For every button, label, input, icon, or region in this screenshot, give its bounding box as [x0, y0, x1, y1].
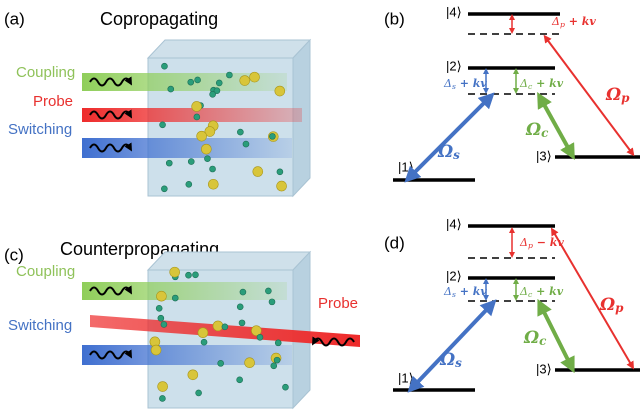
atom — [257, 334, 263, 340]
rabi-label: Ωc — [523, 328, 547, 349]
atom — [156, 305, 162, 311]
transition-arrow — [410, 98, 489, 177]
atom — [210, 91, 216, 97]
panel-title: Copropagating — [100, 9, 218, 29]
atom — [166, 160, 172, 166]
atom — [243, 141, 249, 147]
atom — [170, 267, 180, 277]
panel-d: (d) |4⟩ |2⟩ |3⟩ |1⟩ Δp − kv Δs + kv Δc +… — [384, 216, 640, 390]
atom — [271, 363, 277, 369]
level-label: |3⟩ — [536, 361, 552, 376]
detuning-label: Δp + kv — [551, 15, 596, 29]
atom — [198, 328, 208, 338]
atom — [192, 272, 198, 278]
level-label: |4⟩ — [446, 4, 462, 19]
atom — [188, 159, 194, 165]
detuning-label: Δs + kv — [443, 285, 487, 299]
atom — [201, 339, 207, 345]
atom — [275, 340, 281, 346]
beam-label: Coupling — [16, 263, 75, 280]
level-label: |2⟩ — [446, 268, 462, 283]
detuning-label: Δs + kv — [443, 77, 487, 91]
atom — [161, 321, 167, 327]
transition-arrow — [553, 231, 632, 366]
rabi-label: Ωs — [439, 350, 462, 371]
atom — [222, 324, 228, 330]
level-label: |1⟩ — [398, 159, 414, 174]
transition-arrow — [413, 305, 491, 387]
atom — [265, 288, 271, 294]
atom — [208, 179, 218, 189]
panel-label: (c) — [4, 245, 24, 264]
level-label: |4⟩ — [446, 216, 462, 231]
atom — [201, 144, 211, 154]
atom — [161, 186, 167, 192]
atom — [237, 377, 243, 383]
atom — [204, 156, 210, 162]
panel-label: (d) — [384, 233, 405, 252]
panel-label: (a) — [4, 9, 25, 28]
atom — [151, 345, 161, 355]
coupling-beam — [82, 282, 287, 300]
atom — [269, 133, 275, 139]
beam-label: Switching — [8, 121, 72, 138]
panel-label: (b) — [384, 9, 405, 28]
atom — [188, 370, 198, 380]
detuning-label: Δc + kv — [519, 77, 564, 91]
atom — [282, 384, 288, 390]
atom — [240, 289, 246, 295]
panel-c: (c) Counterpropagating Coupling Switchin… — [4, 239, 360, 408]
atom — [158, 315, 164, 321]
atom — [159, 395, 165, 401]
level-label: |1⟩ — [398, 370, 414, 385]
beam-label: Probe — [318, 295, 358, 312]
atom — [274, 357, 280, 363]
atom — [195, 77, 201, 83]
atom — [196, 390, 202, 396]
atom — [216, 80, 222, 86]
atom — [161, 63, 167, 69]
atom — [237, 129, 243, 135]
beam-label: Coupling — [16, 64, 75, 81]
beam-label: Probe — [33, 93, 73, 110]
rabi-label: Ωc — [525, 120, 549, 141]
atom — [245, 358, 255, 368]
panel-b: (b) |4⟩ |2⟩ |3⟩ |1⟩ Δp + kv Δs + kv Δc +… — [384, 4, 640, 180]
beam-label: Switching — [8, 317, 72, 334]
atom — [277, 169, 283, 175]
atom — [197, 131, 207, 141]
atom — [158, 382, 168, 392]
atom — [168, 86, 174, 92]
atom — [192, 101, 202, 111]
atom — [185, 272, 191, 278]
atom — [194, 114, 200, 120]
atom — [172, 295, 178, 301]
rabi-label: Ωs — [437, 142, 460, 163]
atom — [226, 72, 232, 78]
atom — [237, 304, 243, 310]
atom — [240, 76, 250, 86]
atom — [239, 320, 245, 326]
rabi-label: Ωp — [599, 295, 624, 316]
atom — [210, 166, 216, 172]
rabi-label: Ωp — [605, 85, 630, 106]
figure: (a) Copropagating Coupling Probe Switchi… — [0, 0, 642, 416]
atom — [269, 299, 275, 305]
atom — [218, 360, 224, 366]
atom — [188, 79, 194, 85]
detuning-label: Δc + kv — [519, 285, 564, 299]
level-label: |3⟩ — [536, 148, 552, 163]
level-label: |2⟩ — [446, 58, 462, 73]
atom — [160, 122, 166, 128]
atom — [250, 72, 260, 82]
atom — [213, 321, 223, 331]
panel-a: (a) Copropagating Coupling Probe Switchi… — [4, 9, 310, 196]
atom — [156, 291, 166, 301]
atom — [253, 167, 263, 177]
atom — [277, 181, 287, 191]
atom — [275, 86, 285, 96]
atom — [186, 181, 192, 187]
